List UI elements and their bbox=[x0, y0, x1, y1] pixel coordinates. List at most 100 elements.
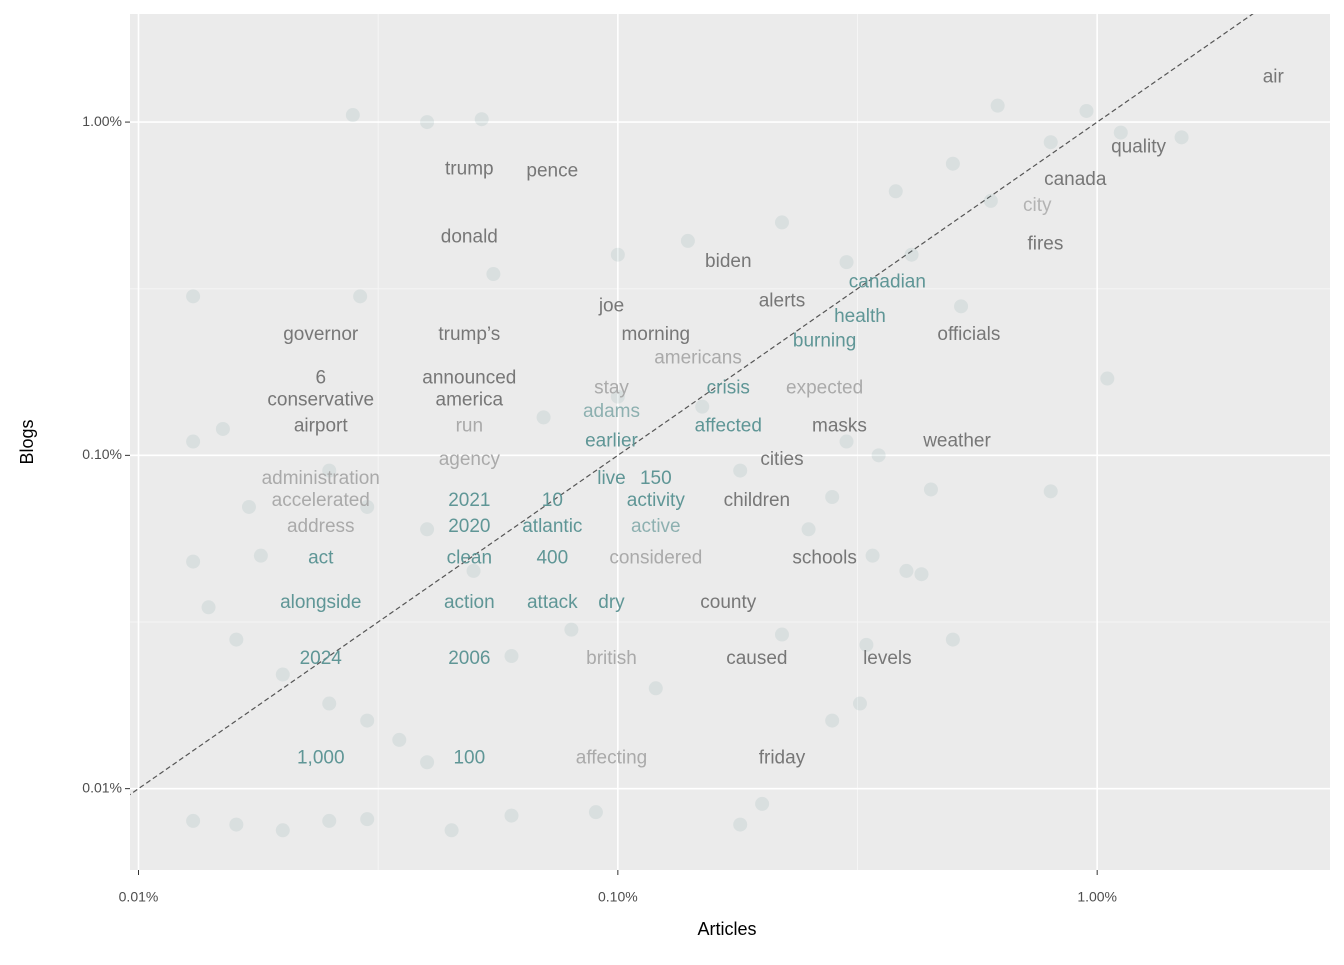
point bbox=[888, 184, 903, 199]
point bbox=[914, 567, 929, 582]
word-label: air bbox=[1263, 67, 1285, 88]
word-label: cities bbox=[760, 449, 803, 470]
y-tick-label: 1.00% bbox=[82, 113, 122, 129]
point bbox=[186, 434, 201, 449]
word-label: weather bbox=[922, 431, 991, 452]
word-label: airport bbox=[294, 416, 349, 437]
word-label: masks bbox=[812, 416, 867, 437]
point bbox=[755, 796, 770, 811]
point bbox=[229, 632, 244, 647]
point bbox=[186, 813, 201, 828]
point bbox=[695, 399, 710, 414]
x-axis-title: Articles bbox=[697, 919, 756, 939]
word-label: 2021 bbox=[448, 490, 490, 511]
word-label: morning bbox=[621, 324, 690, 345]
word-label: county bbox=[700, 592, 756, 613]
word-label: stay bbox=[594, 377, 629, 398]
word-label: 100 bbox=[453, 748, 485, 769]
word-label: act bbox=[308, 548, 334, 569]
point bbox=[360, 812, 375, 827]
word-label: run bbox=[456, 416, 483, 437]
point bbox=[871, 448, 886, 463]
word-label: action bbox=[444, 592, 495, 613]
point bbox=[610, 389, 625, 404]
point bbox=[852, 696, 867, 711]
point bbox=[1100, 371, 1115, 386]
word-label: levels bbox=[863, 648, 912, 669]
point bbox=[865, 548, 880, 563]
word-label: crisis bbox=[707, 377, 750, 398]
point bbox=[444, 823, 459, 838]
word-label: biden bbox=[705, 251, 752, 272]
point bbox=[345, 108, 360, 123]
point bbox=[392, 732, 407, 747]
point bbox=[420, 755, 435, 770]
point bbox=[839, 434, 854, 449]
axes: 0.01% 0.10% 1.00% 0.01% 0.10% 1.00% bbox=[82, 113, 1117, 905]
word-label: alerts bbox=[759, 290, 805, 311]
word-label: affected bbox=[695, 416, 762, 437]
point bbox=[923, 482, 938, 497]
word-label: 2020 bbox=[448, 516, 490, 537]
word-label: clean bbox=[447, 548, 492, 569]
word-label: affecting bbox=[576, 748, 647, 769]
word-label: canada bbox=[1044, 169, 1107, 190]
point bbox=[1079, 103, 1094, 118]
y-axis-title: Blogs bbox=[17, 419, 37, 464]
point bbox=[536, 410, 551, 425]
point bbox=[1043, 135, 1058, 150]
word-label: 150 bbox=[640, 468, 672, 489]
word-label: trump’s bbox=[438, 324, 500, 345]
word-label: attack bbox=[527, 592, 578, 613]
point bbox=[504, 649, 519, 664]
word-label: governor bbox=[283, 324, 359, 345]
point bbox=[1113, 125, 1128, 140]
point bbox=[186, 554, 201, 569]
word-label: accelerated bbox=[272, 490, 370, 511]
point bbox=[420, 115, 435, 130]
word-label: trump bbox=[445, 159, 494, 180]
word-label: adams bbox=[583, 401, 640, 422]
word-label: joe bbox=[598, 295, 624, 316]
point bbox=[486, 267, 501, 282]
word-label: burning bbox=[793, 330, 856, 351]
point bbox=[825, 489, 840, 504]
word-label: dry bbox=[598, 592, 625, 613]
point bbox=[733, 817, 748, 832]
point bbox=[186, 289, 201, 304]
point bbox=[733, 463, 748, 478]
word-label: 2006 bbox=[448, 648, 490, 669]
x-tick-label: 0.01% bbox=[119, 889, 159, 905]
point bbox=[945, 632, 960, 647]
point bbox=[360, 499, 375, 514]
word-label: pence bbox=[526, 161, 578, 182]
word-label: considered bbox=[609, 548, 702, 569]
word-label: city bbox=[1023, 195, 1052, 216]
point bbox=[774, 215, 789, 230]
point bbox=[839, 255, 854, 270]
word-label: children bbox=[724, 490, 791, 511]
point bbox=[253, 548, 268, 563]
point bbox=[825, 713, 840, 728]
point bbox=[801, 522, 816, 537]
plot-panel bbox=[130, 14, 1330, 870]
word-label: address bbox=[287, 516, 355, 537]
point bbox=[859, 637, 874, 652]
y-tick-label: 0.10% bbox=[82, 446, 122, 462]
word-label: health bbox=[834, 306, 886, 327]
word-label: donald bbox=[441, 227, 498, 248]
point bbox=[241, 499, 256, 514]
point bbox=[1043, 484, 1058, 499]
point bbox=[899, 563, 914, 578]
point bbox=[474, 112, 489, 127]
point bbox=[466, 563, 481, 578]
word-label: active bbox=[631, 516, 681, 537]
point bbox=[322, 813, 337, 828]
x-tick-label: 0.10% bbox=[598, 889, 638, 905]
word-label: quality bbox=[1111, 136, 1166, 157]
point bbox=[215, 421, 230, 436]
point bbox=[954, 299, 969, 314]
word-label: earlier bbox=[585, 431, 638, 452]
